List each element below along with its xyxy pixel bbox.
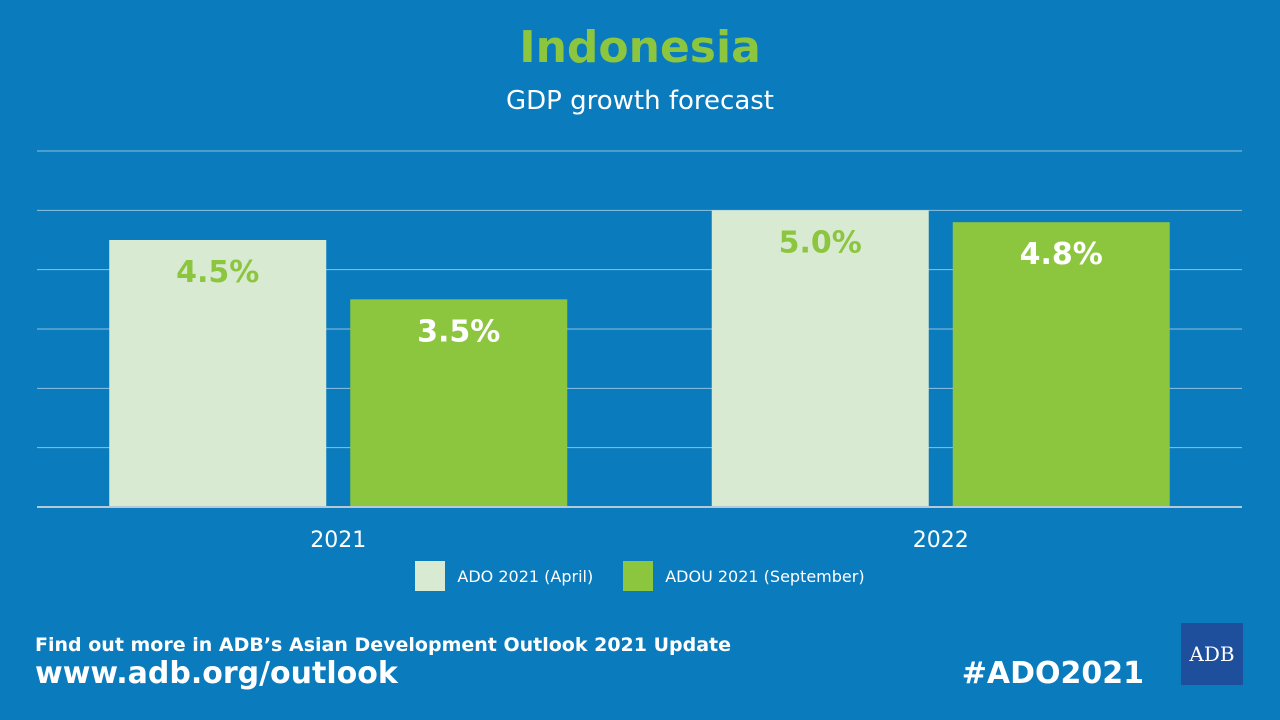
bar-chart: 4.5% 3.5% 2021 5.0% 4.8% 2022 <box>37 150 1242 553</box>
adb-logo: ADB <box>1181 623 1243 685</box>
hashtag: #ADO2021 <box>961 656 1144 691</box>
legend-swatch-adou <box>623 561 654 591</box>
bar <box>711 210 929 508</box>
data-label: 4.8% <box>1020 237 1103 272</box>
footer-url-link[interactable]: www.adb.org/outlook <box>35 656 398 691</box>
chart-subtitle: GDP growth forecast <box>506 86 774 116</box>
category-label: 2022 <box>913 528 969 553</box>
data-label: 4.5% <box>176 255 259 290</box>
data-label: 5.0% <box>779 225 862 260</box>
legend-item-ado: ADO 2021 (April) <box>415 561 593 591</box>
legend-swatch-ado <box>415 561 446 591</box>
bar <box>109 240 327 507</box>
data-label: 3.5% <box>417 314 500 349</box>
footer-text: Find out more in ADB’s Asian Development… <box>35 634 732 656</box>
category-label: 2021 <box>310 528 366 553</box>
bar <box>952 222 1170 507</box>
bar <box>350 299 568 507</box>
legend-label-adou: ADOU 2021 (September) <box>665 566 865 586</box>
chart-title: Indonesia <box>519 22 761 73</box>
legend-label-ado: ADO 2021 (April) <box>457 566 594 586</box>
legend-item-adou: ADOU 2021 (September) <box>623 561 865 591</box>
legend: ADO 2021 (April) ADOU 2021 (September) <box>0 561 1280 591</box>
